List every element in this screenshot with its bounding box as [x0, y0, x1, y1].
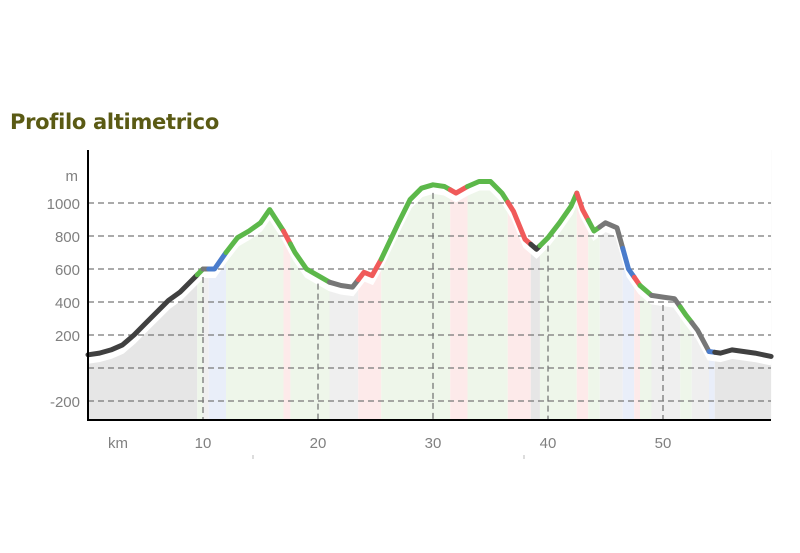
x-tick-label: 50	[655, 435, 672, 452]
y-tick-label: 800	[55, 229, 80, 246]
elevation-line	[85, 179, 774, 359]
x-tick-label: 40	[540, 435, 557, 452]
y-tick-label: 600	[55, 262, 80, 279]
profile-segment-up_steep	[505, 199, 534, 247]
x-axis-unit-label: km	[108, 435, 128, 452]
profile-segment-up_moderate	[537, 190, 580, 249]
profile-segment-up_moderate	[223, 207, 286, 255]
profile-segment-gentle	[689, 320, 712, 354]
profile-segment-up_moderate	[465, 179, 511, 205]
profile-segment-flat	[85, 272, 200, 358]
axes	[87, 150, 771, 459]
profile-segment-up_moderate	[287, 241, 332, 285]
profile-segment-gentle	[597, 220, 626, 251]
tick-labels: m -200 200 400 600 800 1000 km 10 20 30 40 50	[47, 168, 672, 452]
chart-title: Profilo altimetrico	[10, 110, 219, 134]
profile-segment-down	[206, 250, 229, 272]
profile-segment-up_steep	[574, 190, 591, 223]
y-axis-unit-label: m	[66, 168, 79, 185]
profile-segment-up_moderate	[637, 283, 654, 298]
gradient-band	[588, 150, 600, 420]
gradient-band	[203, 150, 209, 420]
gradient-band	[450, 150, 468, 420]
y-tick-label: -200	[50, 394, 80, 411]
profile-segment-gentle	[649, 292, 683, 310]
x-tick-label: 10	[195, 435, 212, 452]
gradient-band	[622, 150, 635, 420]
x-tick-label: 30	[425, 435, 442, 452]
profile-segment-up_moderate	[378, 182, 453, 262]
y-tick-label: 1000	[47, 196, 80, 213]
gradient-band	[283, 150, 291, 420]
profile-segment-up_steep	[355, 256, 384, 283]
profile-segment-down	[620, 245, 637, 280]
gradient-band	[576, 150, 589, 420]
y-tick-label: 200	[55, 328, 80, 345]
profile-segment-flat	[712, 347, 774, 359]
x-tick-label: 20	[310, 435, 327, 452]
gradient-band	[530, 150, 540, 420]
profile-segment-up_steep	[447, 184, 470, 196]
profile-segment-up_moderate	[677, 304, 695, 326]
y-tick-label: 400	[55, 295, 80, 312]
gradient-band	[197, 150, 203, 420]
profile-segment-gentle	[327, 277, 361, 290]
